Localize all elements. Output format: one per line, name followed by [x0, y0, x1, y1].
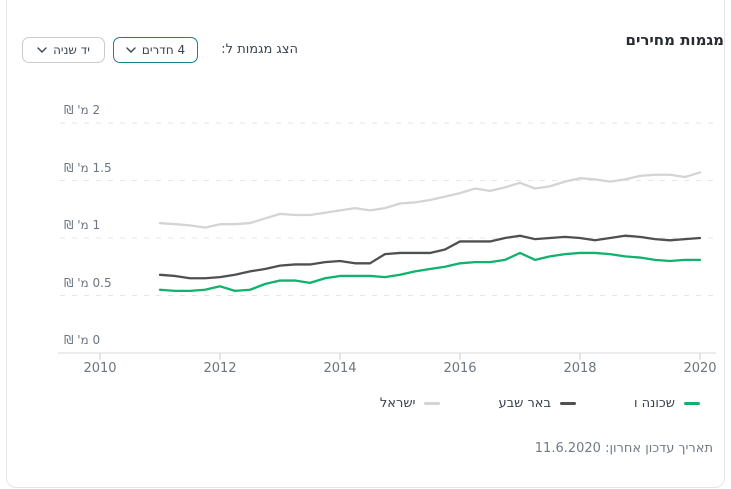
legend-item[interactable]: שכונה ו [634, 396, 700, 411]
page-title: מגמות מחירים [625, 31, 725, 49]
y-axis-label: 1 מ' ₪ [64, 218, 101, 232]
chevron-down-icon [37, 47, 47, 53]
legend-label: שכונה ו [634, 396, 675, 411]
chevron-down-icon [126, 47, 136, 53]
series-line [158, 251, 702, 293]
y-axis-label: 2 מ' ₪ [64, 103, 101, 117]
x-axis-label: 2010 [83, 361, 117, 376]
x-axis-label: 2012 [203, 361, 237, 376]
x-axis-label: 2014 [323, 361, 357, 376]
legend-dash-icon [560, 402, 576, 405]
legend-dash-icon [424, 402, 441, 405]
legend-dash-icon [684, 402, 700, 405]
rooms-dropdown[interactable]: 4 חדרים [113, 37, 198, 63]
widget-card [6, 0, 725, 488]
condition-dropdown-value: יד שניה [53, 43, 90, 57]
last-update-text: תאריך עדכון אחרון: 11.6.2020 [534, 441, 713, 456]
x-axis-label: 2016 [443, 361, 477, 376]
condition-dropdown[interactable]: יד שניה [22, 37, 105, 63]
rooms-dropdown-value: 4 חדרים [141, 43, 186, 57]
y-axis-label: 1.5 מ' ₪ [64, 160, 112, 175]
x-axis-label: 2020 [683, 361, 717, 376]
x-axis-label: 2018 [563, 361, 597, 376]
series-line [158, 171, 702, 229]
legend-label: ישראל [379, 396, 416, 411]
show-trends-label: הצג מגמות ל: [221, 42, 298, 57]
y-axis-label: 0 מ' ₪ [64, 333, 101, 347]
series-line [158, 234, 702, 280]
legend-item[interactable]: באר שבע [498, 396, 576, 411]
chart-legend: שכונה ו באר שבע ישראל [380, 396, 700, 411]
legend-label: באר שבע [498, 396, 551, 411]
y-axis-label: 0.5 מ' ₪ [64, 275, 112, 290]
legend-item[interactable]: ישראל [380, 396, 441, 411]
